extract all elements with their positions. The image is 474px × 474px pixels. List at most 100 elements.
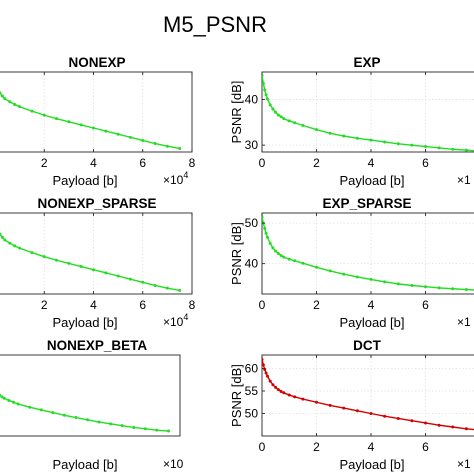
x-tick-label: 0 (259, 156, 266, 170)
data-point (262, 358, 264, 361)
data-point (0, 235, 4, 239)
data-point (265, 235, 269, 239)
data-point (42, 255, 46, 259)
data-point (369, 138, 373, 142)
data-point (116, 132, 120, 136)
data-point (67, 261, 71, 265)
x-tick-label: 4 (368, 440, 375, 454)
x-axis-label: Payload [b] (339, 315, 404, 330)
series-line (262, 75, 474, 152)
data-point (437, 423, 441, 427)
series-line (0, 233, 180, 292)
panel-title: EXP (353, 55, 380, 70)
data-point (424, 285, 427, 289)
x-axis-label: Payload [b] (52, 457, 117, 472)
x-exponent-label: ×104 (163, 170, 188, 187)
panel-title: DCT (353, 338, 381, 353)
data-point (282, 391, 286, 395)
data-point (424, 145, 427, 149)
data-point (279, 115, 283, 119)
y-tick-label: 40 (245, 257, 259, 271)
y-tick-label: 50 (245, 407, 259, 421)
data-point (3, 238, 7, 242)
x-axis-label: Payload [b] (339, 173, 404, 188)
chart-panel-4: 0 2 4 6 40 50 EXP_SPARSE Payload [b] ×1 PSNR [dB] (229, 196, 474, 330)
x-axis-label: Payload [b] (52, 173, 117, 188)
data-point (328, 403, 332, 407)
data-point (97, 420, 101, 424)
x-exponent-power: 4 (183, 312, 188, 322)
data-point (383, 140, 387, 144)
figure-title: M5_PSNR (163, 12, 267, 37)
x-tick-label: 6 (139, 298, 146, 312)
x-exponent-label: ×1 (457, 173, 471, 187)
plot-frame (0, 71, 193, 153)
x-tick-label: 4 (368, 156, 375, 170)
data-point (109, 422, 113, 426)
data-point (268, 379, 272, 383)
data-point (12, 400, 15, 404)
x-tick-label: 4 (90, 156, 97, 170)
data-point (39, 408, 43, 412)
series-line (0, 394, 169, 432)
data-point (55, 258, 59, 262)
y-axis-label: PSNR [dB] (229, 81, 244, 144)
data-point (268, 241, 272, 245)
x-exponent-label: ×1 (457, 315, 471, 329)
data-point (0, 232, 2, 236)
data-point (265, 374, 269, 378)
data-point (51, 411, 55, 415)
data-point (276, 388, 280, 392)
data-point (383, 280, 387, 284)
data-point (396, 282, 400, 286)
data-point (132, 425, 136, 429)
data-point (2, 396, 6, 400)
data-point (141, 280, 145, 284)
data-point (342, 272, 346, 276)
data-point (301, 123, 305, 127)
data-point (396, 142, 400, 146)
data-point (355, 409, 359, 413)
data-point (328, 131, 332, 135)
x-tick-label: 2 (313, 156, 320, 170)
data-point (263, 226, 267, 230)
chart-panel-2: 0 2 4 6 30 40 EXP Payload [b] ×1 PSNR [dB] (229, 55, 474, 188)
data-point (315, 400, 318, 404)
data-point (264, 231, 268, 235)
data-point (74, 416, 78, 420)
data-point (178, 146, 182, 150)
data-point (92, 126, 95, 130)
chart-panel-1: 2 4 6 8 NONEXP Payload [b] ×104 (0, 55, 196, 188)
x-exponent-label: ×10 (163, 457, 184, 471)
data-point (153, 142, 157, 146)
data-point (287, 119, 291, 123)
data-point (355, 136, 359, 140)
panel-title: NONEXP_SPARSE (37, 196, 156, 211)
x-tick-label: 0 (259, 440, 266, 454)
data-point (315, 128, 318, 132)
x-tick-label: 4 (368, 298, 375, 312)
data-point (293, 121, 297, 125)
data-point (268, 103, 272, 107)
data-point (0, 393, 2, 397)
x-tick-label: 8 (189, 156, 196, 170)
data-point (262, 215, 264, 219)
y-tick-label: 55 (245, 384, 259, 398)
data-point (287, 393, 291, 397)
data-point (104, 129, 108, 133)
data-point (301, 397, 305, 401)
y-tick-label: 60 (245, 362, 259, 376)
data-point (276, 252, 280, 255)
data-point (116, 274, 120, 278)
x-exponent-label: ×1 (457, 457, 471, 471)
series-line (0, 91, 180, 150)
data-point (264, 93, 268, 97)
data-point (7, 398, 11, 402)
data-point (451, 147, 455, 151)
data-point (0, 395, 4, 399)
data-point (437, 286, 441, 290)
data-point (18, 246, 22, 250)
data-point (13, 244, 17, 248)
data-point (264, 371, 268, 375)
y-tick-label: 40 (245, 92, 259, 106)
